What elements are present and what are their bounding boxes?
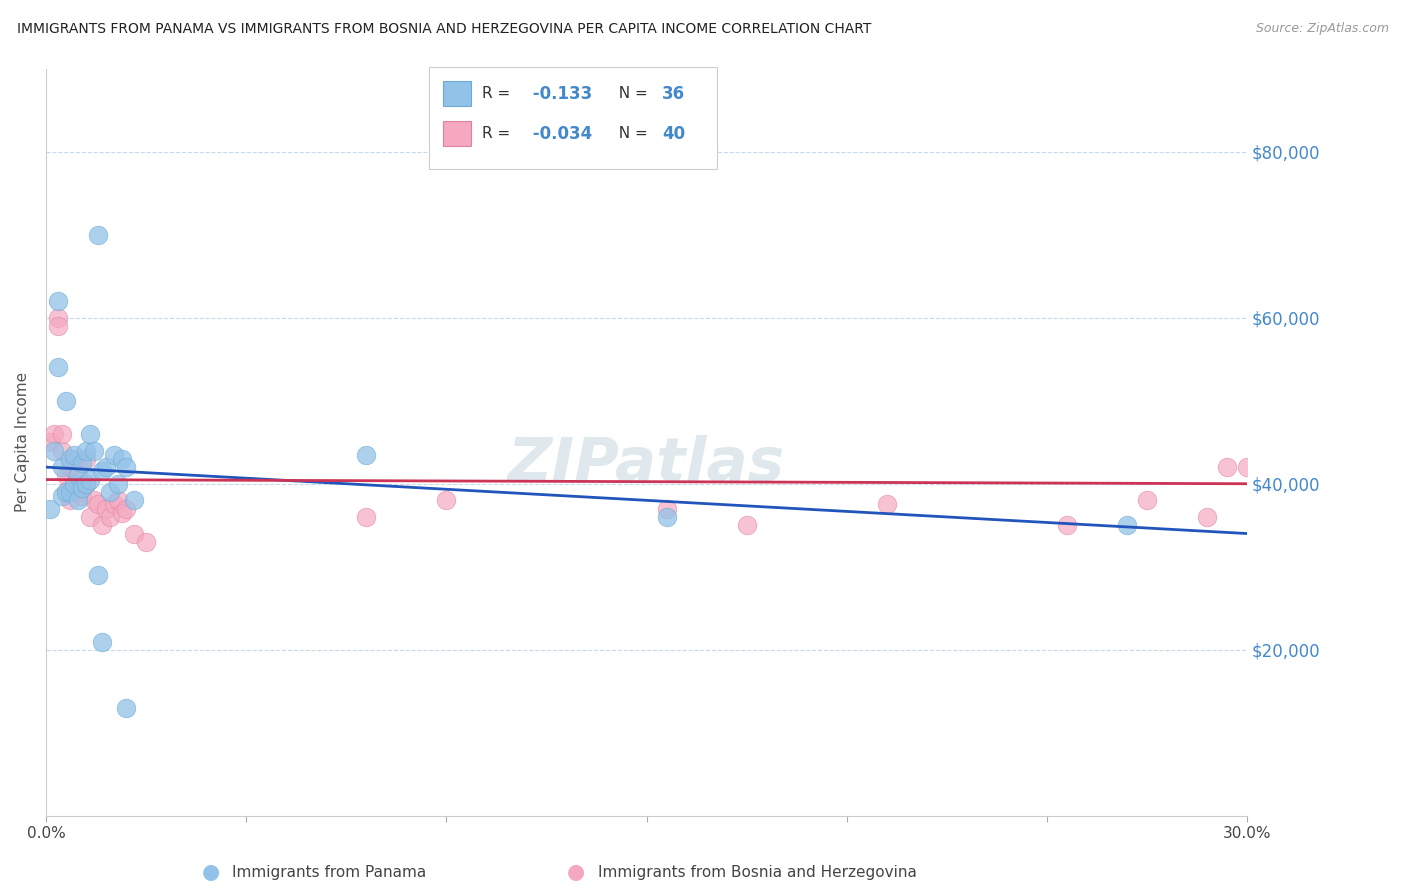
Text: -0.034: -0.034: [527, 125, 592, 143]
Point: [70, 481, 93, 495]
Point: [79, 426, 101, 441]
Point: [63, 476, 86, 491]
Point: [59, 451, 82, 466]
Point: [98, 485, 121, 500]
Text: R =: R =: [482, 87, 516, 101]
Text: ●: ●: [202, 863, 219, 882]
Point: [75, 443, 97, 458]
Point: [79, 510, 101, 524]
Text: 36: 36: [662, 85, 685, 103]
Point: [135, 534, 157, 549]
Point: [46, 360, 69, 375]
Point: [1136, 493, 1159, 508]
Point: [75, 476, 97, 491]
Point: [59, 485, 82, 500]
Point: [66, 460, 89, 475]
Point: [39, 501, 62, 516]
Point: [87, 498, 110, 512]
Text: IMMIGRANTS FROM PANAMA VS IMMIGRANTS FROM BOSNIA AND HERZEGOVINA PER CAPITA INCO: IMMIGRANTS FROM PANAMA VS IMMIGRANTS FRO…: [17, 22, 872, 37]
Point: [122, 526, 145, 541]
Point: [1116, 518, 1139, 533]
Point: [122, 493, 145, 508]
Point: [735, 518, 758, 533]
Point: [356, 510, 378, 524]
Point: [63, 451, 86, 466]
Text: ZIPatlas: ZIPatlas: [508, 435, 785, 494]
Point: [42, 426, 65, 441]
Point: [115, 501, 138, 516]
Point: [94, 460, 117, 475]
Point: [46, 310, 69, 325]
Point: [39, 435, 62, 450]
Point: [91, 464, 114, 478]
Point: [63, 448, 86, 462]
Text: ●: ●: [568, 863, 585, 882]
Point: [55, 485, 77, 500]
Point: [59, 493, 82, 508]
Text: Immigrants from Bosnia and Herzegovina: Immigrants from Bosnia and Herzegovina: [598, 865, 917, 880]
Point: [59, 460, 82, 475]
Point: [115, 701, 138, 715]
Point: [87, 568, 110, 582]
Point: [79, 473, 101, 487]
Point: [55, 468, 77, 483]
Point: [356, 448, 378, 462]
Point: [70, 456, 93, 470]
Point: [51, 443, 73, 458]
Text: N =: N =: [609, 127, 652, 141]
Point: [46, 318, 69, 333]
Point: [87, 227, 110, 242]
Y-axis label: Per Capita Income: Per Capita Income: [15, 372, 30, 512]
Text: 40: 40: [662, 125, 685, 143]
Point: [1056, 518, 1078, 533]
Text: -0.133: -0.133: [527, 85, 592, 103]
Point: [655, 510, 678, 524]
Point: [876, 498, 898, 512]
Point: [103, 448, 125, 462]
Point: [1216, 460, 1239, 475]
Point: [107, 493, 129, 508]
Point: [51, 426, 73, 441]
Point: [66, 493, 89, 508]
Text: N =: N =: [609, 87, 652, 101]
Text: Source: ZipAtlas.com: Source: ZipAtlas.com: [1256, 22, 1389, 36]
Point: [107, 476, 129, 491]
Point: [55, 393, 77, 408]
Point: [66, 485, 89, 500]
Point: [655, 501, 678, 516]
Point: [111, 506, 134, 520]
Point: [51, 489, 73, 503]
Point: [1197, 510, 1219, 524]
Point: [91, 634, 114, 648]
Point: [1236, 460, 1258, 475]
Point: [111, 451, 134, 466]
Point: [51, 460, 73, 475]
Point: [91, 518, 114, 533]
Point: [55, 485, 77, 500]
Point: [115, 460, 138, 475]
Point: [94, 501, 117, 516]
Point: [75, 476, 97, 491]
Point: [66, 468, 89, 483]
Point: [63, 476, 86, 491]
Point: [70, 481, 93, 495]
Point: [83, 443, 105, 458]
Point: [42, 443, 65, 458]
Point: [98, 510, 121, 524]
Text: R =: R =: [482, 127, 516, 141]
Point: [46, 293, 69, 308]
Text: Immigrants from Panama: Immigrants from Panama: [232, 865, 426, 880]
Point: [75, 451, 97, 466]
Point: [434, 493, 457, 508]
Point: [83, 493, 105, 508]
Point: [103, 498, 125, 512]
Point: [70, 489, 93, 503]
